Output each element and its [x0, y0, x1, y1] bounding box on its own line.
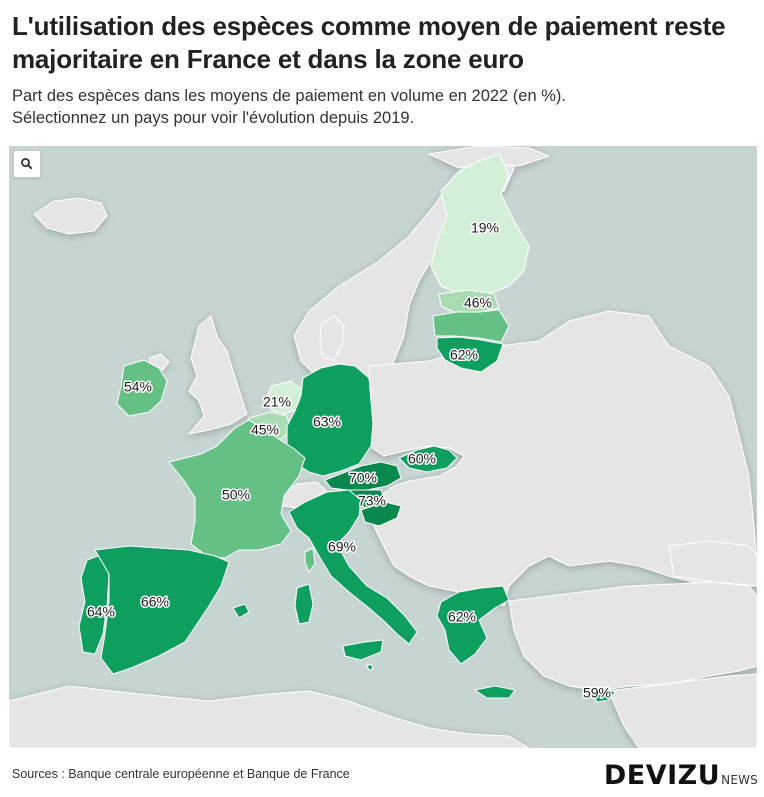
country-netherlands[interactable]: [266, 380, 304, 415]
country-austria[interactable]: [324, 461, 402, 491]
logo-sub-text: NEWS: [721, 773, 758, 787]
country-ireland[interactable]: [116, 359, 168, 417]
country-cyprus[interactable]: [592, 687, 616, 703]
label-netherlands: 21%: [263, 394, 291, 410]
country-greece[interactable]: [436, 585, 510, 665]
country-sardinia[interactable]: [294, 583, 314, 625]
label-slovakia: 60%: [408, 451, 436, 467]
search-icon: [21, 158, 33, 170]
country-turkey: [508, 581, 757, 692]
country-germany[interactable]: [286, 363, 374, 477]
country-estonia[interactable]: [438, 289, 500, 313]
country-spain[interactable]: [94, 545, 230, 675]
label-germany: 63%: [313, 414, 341, 430]
label-austria: 70%: [349, 470, 377, 486]
country-caucasus: [668, 540, 757, 587]
europe-map[interactable]: 19% 46% 62% 54% 21% 45% 63% 60% 70% 73% …: [9, 146, 757, 748]
label-finland: 19%: [471, 220, 499, 236]
brand-logo[interactable]: DEVIZU NEWS: [604, 760, 758, 791]
country-corsica[interactable]: [304, 547, 316, 573]
label-france: 50%: [222, 487, 250, 503]
country-crete[interactable]: [474, 685, 516, 699]
label-estonia: 46%: [464, 295, 492, 311]
label-italy: 69%: [328, 539, 356, 555]
label-belgium: 45%: [251, 422, 279, 438]
country-sicily[interactable]: [342, 639, 384, 661]
country-iceland: [33, 197, 108, 235]
label-lithuania: 62%: [450, 347, 478, 363]
logo-main-text: DEVIZU: [603, 760, 721, 791]
subtitle-line-1: Part des espèces dans les moyens de paie…: [12, 87, 566, 105]
country-balearics[interactable]: [232, 603, 250, 619]
country-north-africa: [9, 685, 530, 748]
country-malta[interactable]: [366, 663, 374, 671]
map-canvas[interactable]: 19% 46% 62% 54% 21% 45% 63% 60% 70% 73% …: [9, 146, 757, 748]
label-ireland: 54%: [124, 379, 152, 395]
label-portugal: 64%: [87, 604, 115, 620]
subtitle-line-2: Sélectionnez un pays pour voir l'évoluti…: [12, 109, 415, 127]
country-lithuania[interactable]: [436, 336, 504, 373]
country-latvia[interactable]: [432, 309, 510, 343]
country-italy[interactable]: [288, 489, 418, 645]
country-slovakia[interactable]: [398, 445, 458, 473]
zoom-button[interactable]: [13, 150, 41, 178]
label-cyprus: 59%: [583, 685, 611, 701]
country-croatia[interactable]: [360, 501, 402, 527]
country-middle-east: [608, 673, 757, 748]
label-slovenia: 73%: [358, 493, 386, 509]
sources-note: Sources : Banque centrale européenne et …: [12, 767, 350, 781]
label-greece: 62%: [448, 609, 476, 625]
label-spain: 66%: [141, 594, 169, 610]
country-finland[interactable]: [430, 153, 530, 297]
chart-subtitle: Part des espèces dans les moyens de paie…: [12, 85, 752, 129]
country-denmark: [319, 315, 345, 361]
country-great-britain: [188, 315, 248, 435]
chart-title: L'utilisation des espèces comme moyen de…: [12, 11, 726, 74]
country-france[interactable]: [168, 419, 306, 559]
country-eastern-europe: [368, 310, 757, 607]
